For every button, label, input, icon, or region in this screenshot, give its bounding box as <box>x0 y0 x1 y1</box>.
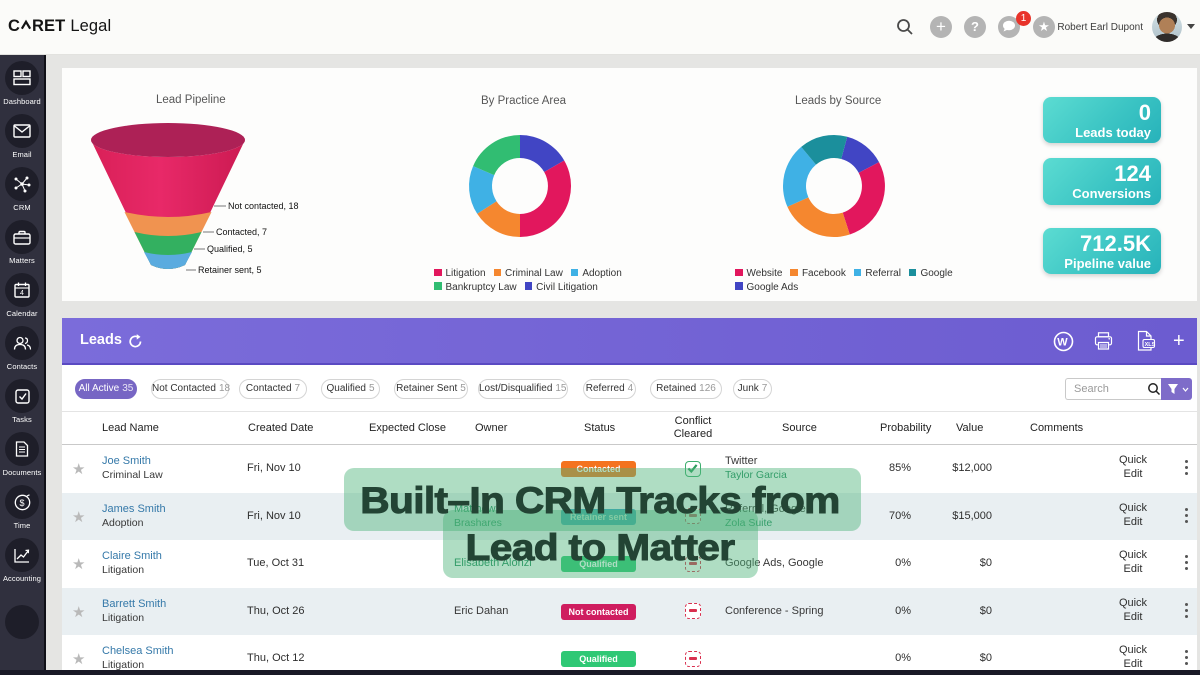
svg-text:$: $ <box>19 498 24 508</box>
svg-text:Retainer sent, 5: Retainer sent, 5 <box>198 265 262 275</box>
svg-text:Qualified, 5: Qualified, 5 <box>207 244 253 254</box>
svg-text:4: 4 <box>20 290 24 297</box>
svg-text:XLS: XLS <box>1145 342 1156 348</box>
svg-text:Contacted, 7: Contacted, 7 <box>216 227 267 237</box>
svg-text:Not contacted, 18: Not contacted, 18 <box>228 201 299 211</box>
svg-text:W: W <box>1057 337 1068 349</box>
